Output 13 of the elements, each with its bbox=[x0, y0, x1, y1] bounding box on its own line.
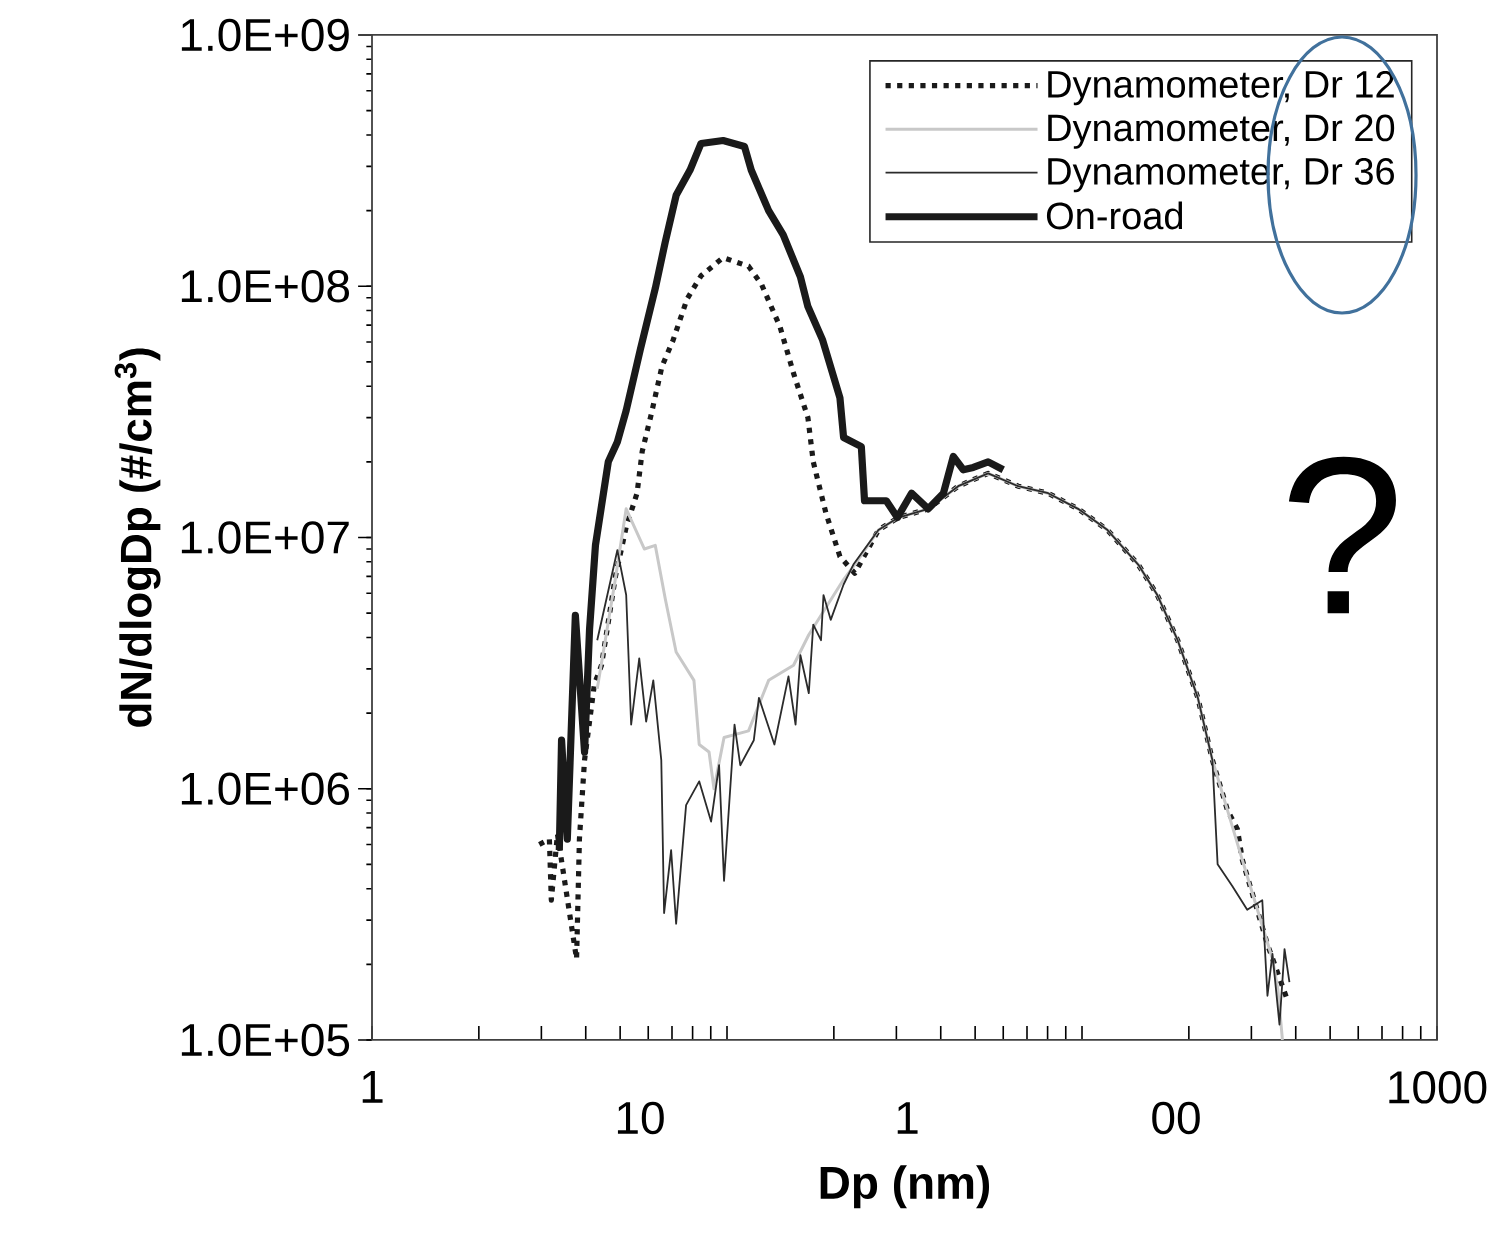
y-tick-label: 1.0E+08 bbox=[181, 269, 350, 303]
text: 10 bbox=[617, 1101, 664, 1135]
annotation: ? bbox=[1288, 456, 1396, 614]
x-axis-title: Dp (nm) bbox=[820, 1165, 990, 1209]
y-axis-title: dN/dlogDp (#/cm$^{3}$) bbox=[114, 348, 161, 727]
y-tick-label: 1.0E+09 bbox=[181, 18, 349, 52]
y-tick-label: 1.0E+05 bbox=[181, 1023, 350, 1057]
x-tick-label: 1000 bbox=[1389, 1071, 1487, 1104]
text: 1 bbox=[897, 1102, 918, 1134]
legend-label: On-road bbox=[1046, 201, 1183, 230]
y-tick-label: 1.0E+07 bbox=[181, 521, 349, 554]
y-tick-label: 1.0E+06 bbox=[181, 772, 349, 805]
text: 00 bbox=[1152, 1101, 1200, 1135]
